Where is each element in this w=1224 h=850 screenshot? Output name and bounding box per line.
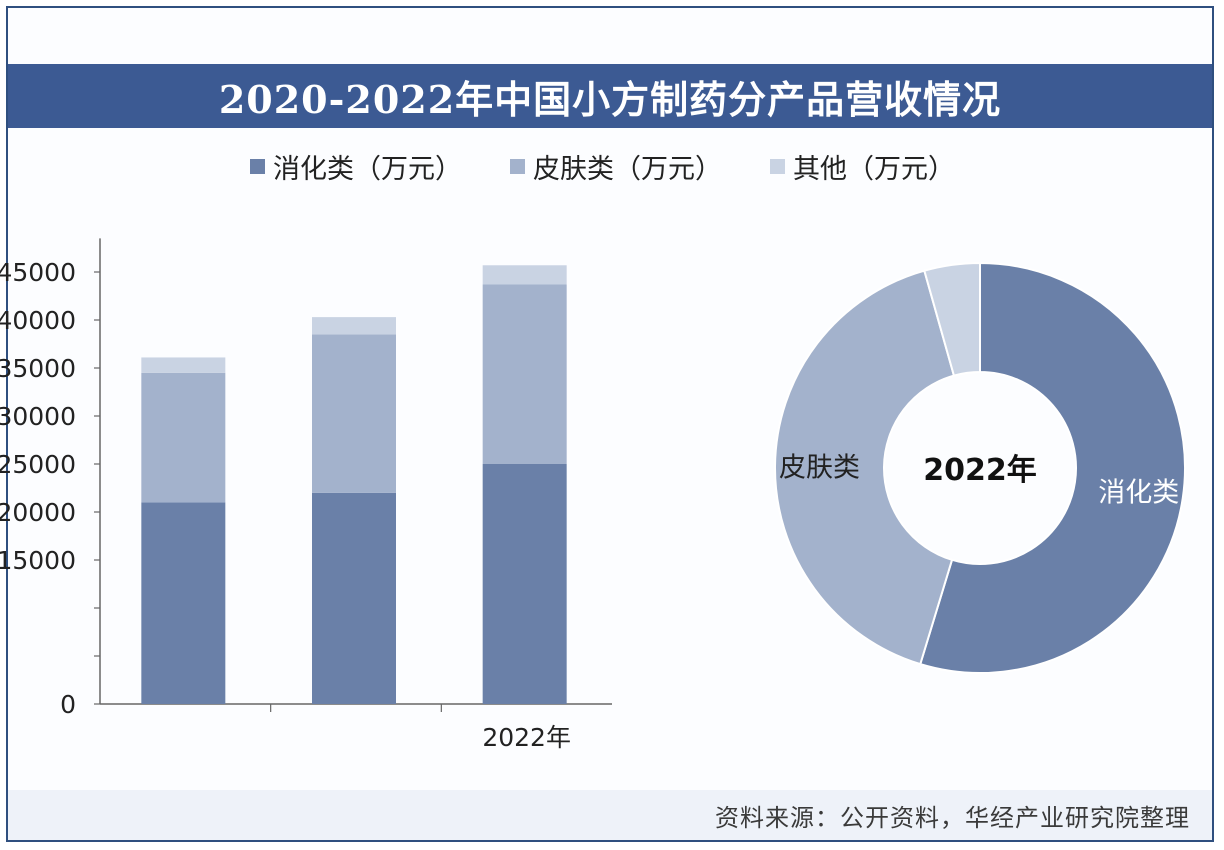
donut-center-label: 2022年 [923, 453, 1037, 488]
legend-label-other: 其他（万元） [793, 153, 955, 185]
legend-swatch-other [770, 158, 785, 174]
bar-segment [482, 265, 567, 285]
legend-label-digestive: 消化类（万元） [273, 153, 462, 185]
y-tick-label: 45000 [0, 258, 76, 287]
donut-slice [919, 261, 1186, 674]
footer: 资料来源：公开资料，华经产业研究院整理 [8, 790, 1212, 840]
legend: 消化类（万元） 皮肤类（万元） 其他（万元） [250, 146, 1003, 186]
bar-segment [312, 317, 396, 335]
y-tick-label: 15000 [0, 546, 76, 575]
bar-segment [482, 284, 567, 464]
title-bar: 2020-2022年中国小方制药分产品营收情况 [8, 64, 1212, 128]
y-tick-label: 40000 [0, 306, 76, 335]
bar-segment [141, 357, 226, 373]
bar-segment [312, 334, 396, 493]
legend-swatch-skin [510, 158, 525, 174]
y-tick-label: 0 [60, 690, 76, 719]
stacked-bar-chart: 0 15000 20000 25000 30000 35000 40000 45000 2022… [0, 238, 612, 752]
legend-item-other: 其他（万元） [770, 147, 955, 186]
donut-slice-label: 消化类 [1098, 478, 1179, 509]
chart-title: 2020-2022年中国小方制药分产品营收情况 [218, 76, 1002, 122]
y-tick-label: 20000 [0, 498, 76, 527]
y-tick-label: 30000 [0, 402, 76, 431]
bar-segment [141, 372, 226, 503]
source-note: 资料来源：公开资料，华经产业研究院整理 [715, 804, 1190, 832]
bar-segment [312, 492, 396, 704]
y-tick-label: 35000 [0, 354, 76, 383]
bar-segment [141, 502, 226, 704]
bar-segment [482, 464, 567, 704]
legend-label-skin: 皮肤类（万元） [533, 153, 722, 185]
y-tick-label: 25000 [0, 450, 76, 479]
legend-item-digestive: 消化类（万元） [250, 147, 462, 186]
donut-slice [923, 261, 981, 377]
x-tick-label: 2022年 [482, 723, 571, 752]
legend-swatch-digestive [250, 158, 265, 174]
donut-slice [774, 269, 956, 666]
donut-slice-label: 皮肤类 [779, 452, 860, 483]
legend-item-skin: 皮肤类（万元） [510, 147, 722, 186]
donut-chart: 消化类 皮肤类 2022年 [774, 261, 1186, 674]
